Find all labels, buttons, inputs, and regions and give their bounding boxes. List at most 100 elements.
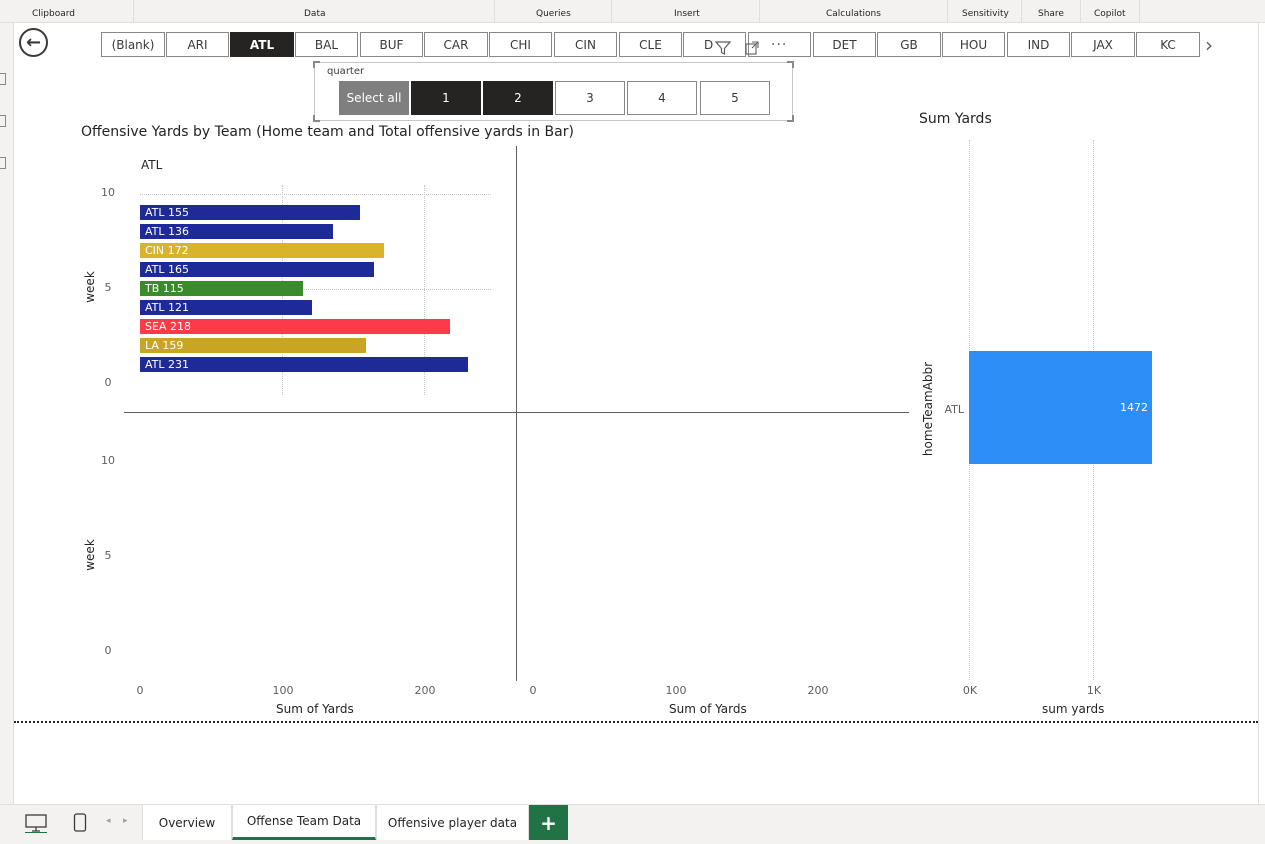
- sum-y-tick: ATL: [944, 403, 964, 416]
- offense-bar[interactable]: CIN 172: [140, 243, 384, 258]
- offense-bar-label: ATL 231: [145, 358, 190, 371]
- tab-offense-team-data[interactable]: Offense Team Data: [232, 805, 376, 840]
- ribbon-group-share: Share: [1038, 9, 1064, 19]
- offense-bar-label: SEA 218: [145, 320, 191, 333]
- offense-bar[interactable]: ATL 136: [140, 224, 333, 239]
- table-view-icon[interactable]: [0, 115, 6, 127]
- quarter-option-1[interactable]: 1: [411, 81, 481, 115]
- tab-offensive-player-data[interactable]: Offensive player data: [376, 805, 529, 840]
- gridline: [140, 194, 491, 195]
- team-tile-cin[interactable]: CIN: [554, 32, 617, 57]
- sum-bar-value-label: 1472: [1120, 401, 1148, 414]
- ribbon-separator: [1139, 0, 1140, 22]
- mobile-view-icon[interactable]: [73, 813, 87, 833]
- y-axis-label-bottom: week: [83, 539, 97, 571]
- offense-bar[interactable]: TB 115: [140, 281, 303, 296]
- add-page-button[interactable]: +: [529, 805, 568, 840]
- facet-divider-vertical: [516, 146, 517, 681]
- x-tick: 100: [665, 684, 687, 697]
- team-tile-hidden[interactable]: [748, 32, 811, 57]
- offense-bar[interactable]: ATL 231: [140, 357, 468, 372]
- y-tick: 5: [104, 281, 112, 294]
- x-tick: 0: [529, 684, 537, 697]
- report-view-icon[interactable]: [0, 73, 6, 85]
- resize-handle[interactable]: [313, 61, 320, 68]
- resize-handle[interactable]: [787, 115, 794, 122]
- y-tick: 5: [104, 549, 112, 562]
- offense-bar-label: CIN 172: [145, 244, 189, 257]
- team-tile-cle[interactable]: CLE: [619, 32, 682, 57]
- focus-mode-icon[interactable]: [745, 41, 760, 56]
- gridline: [424, 185, 425, 395]
- ribbon-separator: [494, 0, 495, 22]
- team-tile-car[interactable]: CAR: [424, 32, 488, 57]
- resize-handle[interactable]: [787, 61, 794, 68]
- ribbon-separator: [947, 0, 948, 22]
- sum-x-tick: 0K: [962, 684, 978, 697]
- offense-bar[interactable]: LA 159: [140, 338, 366, 353]
- ribbon-group-insert: Insert: [674, 9, 700, 19]
- team-tile-bal[interactable]: BAL: [295, 32, 358, 57]
- y-tick: 0: [104, 376, 112, 389]
- ribbon-separator: [1080, 0, 1081, 22]
- resize-handle[interactable]: [313, 115, 320, 122]
- x-tick: 0: [136, 684, 144, 697]
- ribbon-group-calculations: Calculations: [826, 9, 881, 19]
- ribbon-separator: [133, 0, 134, 22]
- panel-title-atl: ATL: [141, 158, 163, 172]
- team-tile-det[interactable]: DET: [813, 32, 876, 57]
- sum-x-axis-label: sum yards: [1042, 702, 1105, 716]
- ribbon: Clipboard Data Queries Insert Calculatio…: [0, 0, 1265, 23]
- tab-overview[interactable]: Overview: [142, 805, 232, 840]
- quarter-option-4[interactable]: 4: [627, 81, 697, 115]
- gridline: [140, 289, 491, 290]
- x-tick: 200: [414, 684, 436, 697]
- team-tile-atl[interactable]: ATL: [230, 32, 294, 57]
- team-tile-jax[interactable]: JAX: [1071, 32, 1135, 57]
- y-axis-label-top: week: [83, 271, 97, 303]
- next-page-icon[interactable]: ▸: [123, 816, 128, 826]
- model-view-icon[interactable]: [0, 157, 6, 169]
- offense-bar-label: TB 115: [145, 282, 184, 295]
- quarter-slicer-title: quarter: [327, 66, 365, 77]
- desktop-view-icon[interactable]: [25, 813, 47, 833]
- quarter-option-2[interactable]: 2: [483, 81, 553, 115]
- sum-chart-title: Sum Yards: [919, 111, 992, 127]
- offense-bar[interactable]: ATL 121: [140, 300, 312, 315]
- team-tile-ind[interactable]: IND: [1007, 32, 1070, 57]
- filter-icon[interactable]: [715, 40, 731, 56]
- team-tile-hou[interactable]: HOU: [942, 32, 1005, 57]
- chevron-right-icon[interactable]: ›: [1205, 33, 1213, 57]
- team-tile-gb[interactable]: GB: [877, 32, 941, 57]
- ribbon-separator: [611, 0, 612, 22]
- team-tile-ari[interactable]: ARI: [166, 32, 229, 57]
- offense-bar[interactable]: ATL 155: [140, 205, 360, 220]
- x-axis-label: Sum of Yards: [669, 702, 747, 716]
- ribbon-group-copilot: Copilot: [1094, 9, 1126, 19]
- offense-bar-label: ATL 136: [145, 225, 190, 238]
- left-rail: [0, 23, 14, 804]
- ribbon-group-data: Data: [304, 9, 326, 19]
- prev-page-icon[interactable]: ◂: [106, 816, 111, 826]
- quarter-option-3[interactable]: 3: [555, 81, 625, 115]
- offense-bar[interactable]: SEA 218: [140, 319, 450, 334]
- team-tile-blank[interactable]: (Blank): [101, 32, 165, 57]
- ribbon-separator: [1021, 0, 1022, 22]
- sum-x-tick: 1K: [1086, 684, 1102, 697]
- team-tile-kc[interactable]: KC: [1136, 32, 1200, 57]
- offense-chart-title: Offensive Yards by Team (Home team and T…: [81, 124, 574, 140]
- page-boundary: [14, 721, 1258, 723]
- team-tile-chi[interactable]: CHI: [489, 32, 552, 57]
- quarter-option-5[interactable]: 5: [700, 81, 770, 115]
- x-axis-label: Sum of Yards: [276, 702, 354, 716]
- sum-bar-atl[interactable]: [969, 351, 1152, 464]
- back-arrow-icon[interactable]: ←: [19, 28, 48, 57]
- quarter-select-all[interactable]: Select all: [339, 81, 409, 115]
- y-tick: 10: [101, 186, 115, 199]
- y-tick: 10: [101, 454, 115, 467]
- team-tile-partial[interactable]: D: [683, 32, 746, 57]
- team-tile-buf[interactable]: BUF: [360, 32, 423, 57]
- more-options-icon[interactable]: ···: [771, 37, 788, 53]
- offense-bar[interactable]: ATL 165: [140, 262, 374, 277]
- y-tick: 0: [104, 644, 112, 657]
